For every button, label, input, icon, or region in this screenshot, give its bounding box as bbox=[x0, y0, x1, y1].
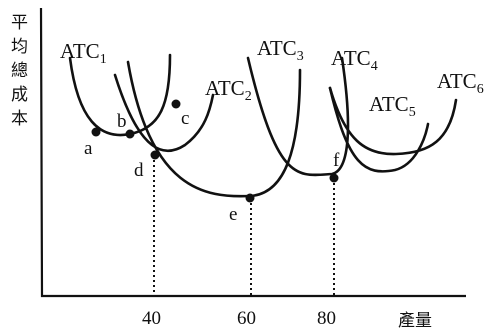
curve-label-atc1-base: ATC bbox=[60, 39, 100, 63]
atc4-curve bbox=[246, 56, 350, 177]
point-label-a: a bbox=[84, 138, 93, 159]
x-tick-label: 80 bbox=[317, 308, 336, 329]
y-axis-label: 平 均 總 成 本 bbox=[11, 13, 28, 128]
point-label-f: f bbox=[333, 150, 340, 171]
point-e-dot bbox=[245, 193, 255, 203]
curve-label-atc4-base: ATC bbox=[331, 46, 371, 70]
point-d-dot bbox=[150, 150, 160, 160]
atc3-curve bbox=[126, 60, 302, 198]
curve-label-atc2-base: ATC bbox=[205, 76, 245, 100]
atc6-curve bbox=[328, 86, 458, 156]
curve-label-atc5: ATC5 bbox=[369, 92, 416, 120]
y-axis-char: 均 bbox=[11, 37, 28, 56]
y-axis-char: 成 bbox=[11, 85, 28, 104]
point-label-b: b bbox=[117, 111, 127, 132]
point-c-dot bbox=[171, 99, 181, 109]
curve-label-atc2-sub: 2 bbox=[245, 89, 252, 104]
x-tick-label: 40 bbox=[142, 308, 161, 329]
curve-label-atc4-sub: 4 bbox=[371, 59, 378, 74]
curve-label-atc6: ATC6 bbox=[437, 69, 484, 97]
y-axis-char: 總 bbox=[11, 61, 28, 80]
y-axis-char: 本 bbox=[11, 109, 28, 128]
curve-label-atc5-sub: 5 bbox=[409, 105, 416, 120]
x-axis-label: 產量 bbox=[398, 311, 432, 330]
curve-label-atc1-sub: 1 bbox=[100, 52, 107, 67]
atc5-curve bbox=[328, 86, 430, 173]
curve-label-atc3-sub: 3 bbox=[297, 49, 304, 64]
atc2-curve bbox=[113, 73, 215, 153]
curve-label-atc5-base: ATC bbox=[369, 92, 409, 116]
curve-label-atc3-base: ATC bbox=[257, 36, 297, 60]
curve-label-atc3: ATC3 bbox=[257, 36, 304, 64]
curve-label-atc2: ATC2 bbox=[205, 76, 252, 104]
curve-label-atc6-base: ATC bbox=[437, 69, 477, 93]
point-label-e: e bbox=[229, 204, 237, 225]
x-tick-label: 60 bbox=[237, 308, 256, 329]
point-label-d: d bbox=[134, 160, 144, 181]
point-b-dot bbox=[125, 129, 135, 139]
y-axis-char: 平 bbox=[11, 13, 28, 32]
point-label-c: c bbox=[181, 108, 189, 129]
curve-label-atc1: ATC1 bbox=[60, 39, 107, 67]
point-a-dot bbox=[91, 127, 101, 137]
curve-label-atc6-sub: 6 bbox=[477, 82, 484, 97]
axes bbox=[39, 7, 466, 298]
point-f-dot bbox=[329, 173, 339, 183]
curve-label-atc4: ATC4 bbox=[331, 46, 378, 74]
